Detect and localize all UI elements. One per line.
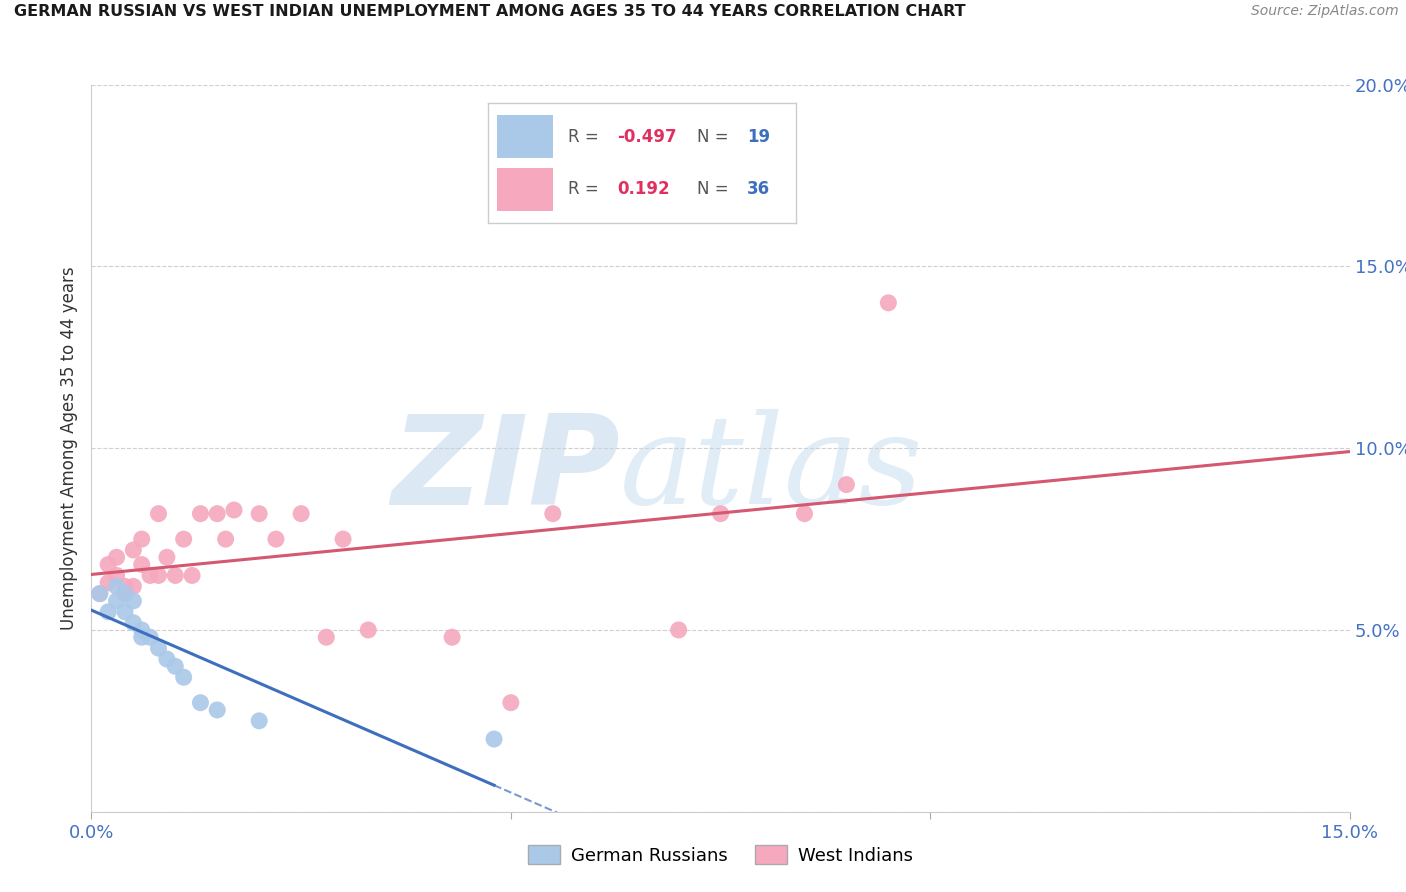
Point xyxy=(105,594,128,608)
Point xyxy=(165,659,187,673)
Point xyxy=(222,503,245,517)
Point xyxy=(173,670,195,684)
Point xyxy=(357,623,380,637)
Point xyxy=(247,714,270,728)
Point xyxy=(105,568,128,582)
Point xyxy=(105,550,128,565)
Point xyxy=(290,507,312,521)
Point xyxy=(165,568,187,582)
Point xyxy=(89,587,111,601)
Point xyxy=(131,623,153,637)
Point xyxy=(114,605,136,619)
Point xyxy=(131,558,153,572)
Legend: German Russians, West Indians: German Russians, West Indians xyxy=(520,838,921,871)
Point xyxy=(122,594,145,608)
Point xyxy=(173,532,195,546)
Point xyxy=(148,568,170,582)
Point xyxy=(122,579,145,593)
Point xyxy=(131,532,153,546)
Point xyxy=(139,568,162,582)
Point xyxy=(139,630,162,644)
Point xyxy=(499,696,522,710)
Point xyxy=(835,477,858,491)
Point xyxy=(214,532,236,546)
Point xyxy=(156,550,179,565)
Text: GERMAN RUSSIAN VS WEST INDIAN UNEMPLOYMENT AMONG AGES 35 TO 44 YEARS CORRELATION: GERMAN RUSSIAN VS WEST INDIAN UNEMPLOYME… xyxy=(14,4,966,20)
Point xyxy=(541,507,564,521)
Point xyxy=(332,532,354,546)
Point xyxy=(122,615,145,630)
Point xyxy=(148,507,170,521)
Point xyxy=(114,587,136,601)
Point xyxy=(97,575,120,590)
Point xyxy=(793,507,815,521)
Point xyxy=(190,696,212,710)
Y-axis label: Unemployment Among Ages 35 to 44 years: Unemployment Among Ages 35 to 44 years xyxy=(60,267,79,630)
Point xyxy=(247,507,270,521)
Point xyxy=(122,543,145,558)
Point xyxy=(89,587,111,601)
Text: atlas: atlas xyxy=(620,409,924,531)
Point xyxy=(877,295,900,310)
Point xyxy=(131,630,153,644)
Point xyxy=(97,605,120,619)
Point xyxy=(148,641,170,656)
Point xyxy=(114,579,136,593)
Point xyxy=(205,703,228,717)
Point xyxy=(114,587,136,601)
Point xyxy=(668,623,690,637)
Point xyxy=(105,579,128,593)
Point xyxy=(181,568,204,582)
Point xyxy=(205,507,228,521)
Point xyxy=(97,558,120,572)
Point xyxy=(709,507,731,521)
Text: Source: ZipAtlas.com: Source: ZipAtlas.com xyxy=(1251,4,1399,19)
Point xyxy=(190,507,212,521)
Point xyxy=(156,652,179,666)
Point xyxy=(264,532,287,546)
Point xyxy=(482,731,505,746)
Point xyxy=(315,630,337,644)
Point xyxy=(441,630,464,644)
Text: ZIP: ZIP xyxy=(391,409,620,531)
